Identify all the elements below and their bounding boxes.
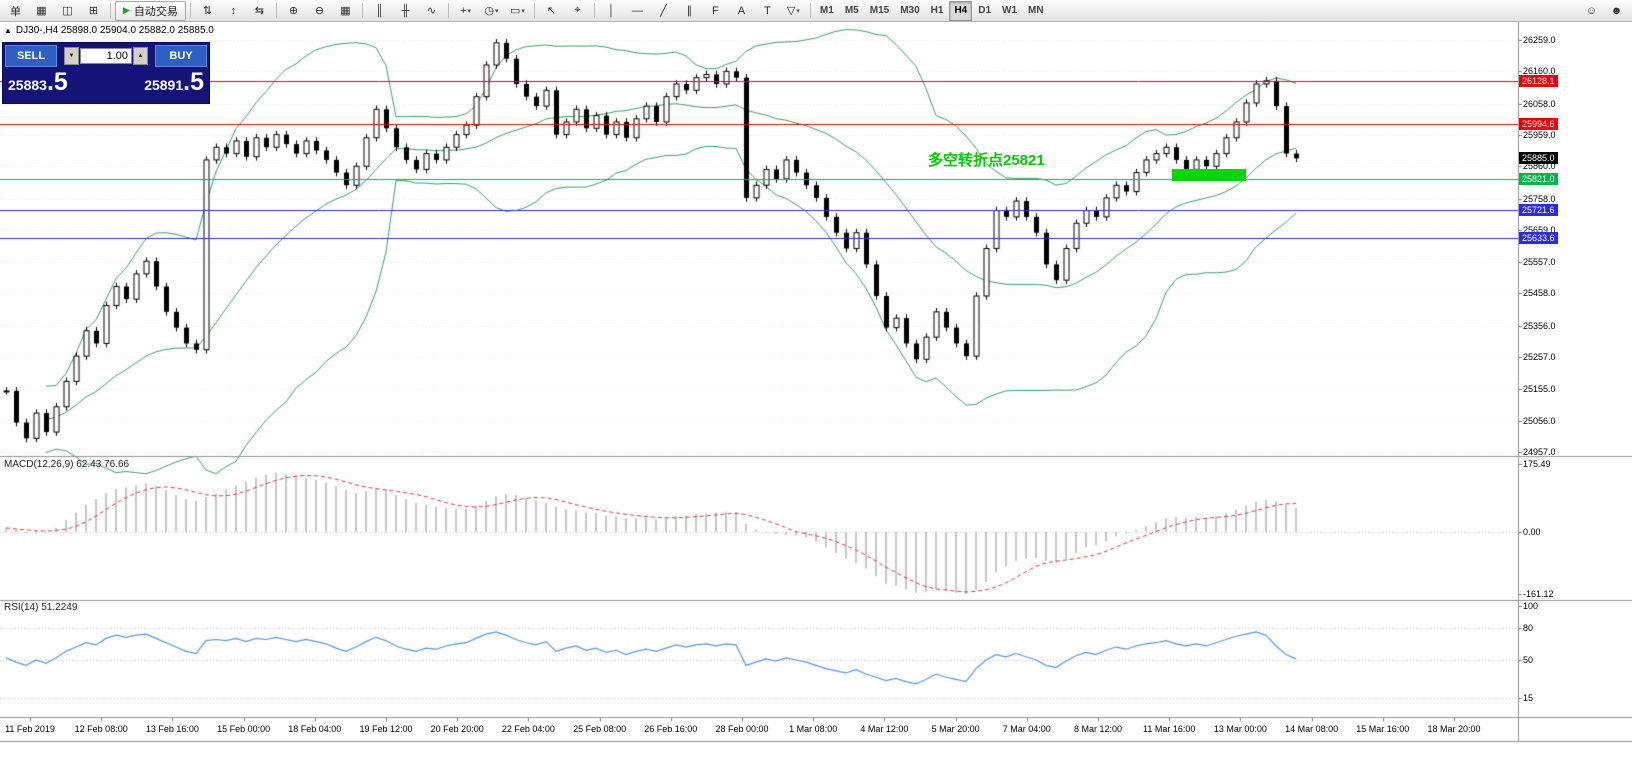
- timeframe-h4[interactable]: H4: [949, 0, 973, 21]
- volume-up-button[interactable]: ▲: [133, 47, 148, 65]
- timeframe-d1[interactable]: D1: [978, 5, 992, 16]
- timeframe-m1[interactable]: M1: [819, 5, 834, 16]
- dropdown-caret-icon: ▾: [796, 7, 800, 15]
- alerts-icon[interactable]: ☻: [1610, 4, 1623, 17]
- dropdown-caret-icon: ▾: [494, 7, 499, 15]
- toolbar: 单 ▦ ◫ ⊞ ▶ 自动交易 ⇅ ↕ ⇆ ⊕ ⊖ ▦ ║ ╫ ∿ + ▾ ◷ ▾ ▭ ▾ ↖ ⌖ │ — ╱ ∥ F A T ▽ ▾ M1 M5 M…: [0, 0, 1632, 22]
- cursor-icon[interactable]: ↖: [546, 5, 557, 17]
- toolbar-separator: [809, 3, 811, 18]
- buy-button[interactable]: BUY: [155, 45, 207, 67]
- tile-windows-icon[interactable]: ▦: [340, 5, 351, 17]
- timeframe-h1[interactable]: H1: [930, 5, 944, 16]
- fibonacci-icon[interactable]: F: [712, 4, 719, 17]
- sell-price[interactable]: 25883 .5: [8, 68, 68, 96]
- text-icon[interactable]: A: [737, 4, 746, 17]
- play-icon: ▶: [123, 5, 130, 15]
- volume-input[interactable]: [80, 48, 132, 64]
- timeframe-m15[interactable]: M15: [869, 5, 890, 16]
- trendline-icon[interactable]: ╱: [660, 5, 667, 17]
- toolbar-separator: [593, 3, 595, 18]
- new-order-icon[interactable]: 单: [10, 5, 21, 18]
- bar-chart-type-icon[interactable]: ║: [375, 4, 384, 17]
- timeframe-mn[interactable]: MN: [1028, 5, 1044, 16]
- auto-trading-button[interactable]: ▶ 自动交易: [115, 0, 186, 21]
- indicators-icon[interactable]: + ▾: [459, 4, 471, 17]
- templates-icon[interactable]: ▭ ▾: [509, 5, 525, 17]
- bars-scale-icon[interactable]: ↕: [230, 4, 237, 17]
- toolbar-separator: [189, 3, 191, 18]
- line-chart-type-icon[interactable]: ∿: [426, 5, 437, 17]
- toolbar-separator: [110, 3, 111, 18]
- horizontal-line-icon[interactable]: —: [631, 4, 643, 17]
- buy-price-main: 25891: [144, 77, 184, 93]
- arrows-icon[interactable]: ▽ ▾: [786, 5, 800, 17]
- community-icon[interactable]: ☺: [1585, 4, 1598, 17]
- vertical-line-icon[interactable]: │: [607, 4, 615, 17]
- zoom-in-icon[interactable]: ⊕: [288, 5, 299, 17]
- periods-icon[interactable]: ◷ ▾: [484, 5, 499, 17]
- timeframe-m30[interactable]: M30: [900, 5, 920, 16]
- one-click-trade-panel: SELL ▼ ▲ BUY 25883 .5 25891 .5: [2, 42, 210, 104]
- bars-shift-icon[interactable]: ⇅: [202, 5, 213, 17]
- toolbar-separator: [533, 3, 535, 18]
- candlestick-type-icon[interactable]: ╫: [401, 4, 410, 17]
- dropdown-caret-icon: ▾: [467, 7, 471, 15]
- text-label-icon[interactable]: T: [764, 4, 771, 17]
- buy-price[interactable]: 25891 .5: [144, 68, 204, 96]
- sell-price-main: 25883: [8, 77, 47, 93]
- profiles-icon[interactable]: ◫: [62, 5, 73, 17]
- toolbar-separator: [447, 3, 449, 18]
- toolbar-right-icons: ☺ ☻: [1579, 1, 1629, 21]
- dropdown-caret-icon: ▾: [521, 7, 525, 15]
- volume-down-button[interactable]: ▼: [64, 47, 79, 65]
- toolbar-separator: [361, 3, 363, 18]
- sell-price-frac: .5: [46, 68, 68, 96]
- zoom-out-icon[interactable]: ⊖: [314, 5, 325, 17]
- channel-icon[interactable]: ∥: [686, 5, 693, 17]
- toolbar-separator: [275, 3, 277, 18]
- terminal-window-icon[interactable]: ⊞: [88, 5, 99, 17]
- crosshair-icon[interactable]: ⌖: [574, 4, 581, 16]
- chart-window-icon[interactable]: ▦: [36, 5, 47, 17]
- timeframe-w1[interactable]: W1: [1002, 5, 1018, 16]
- buy-price-frac: .5: [183, 68, 204, 96]
- timeframe-m5[interactable]: M5: [844, 5, 859, 16]
- sell-button[interactable]: SELL: [5, 45, 57, 67]
- auto-scroll-icon[interactable]: ⇆: [254, 5, 265, 17]
- green-highlight-bar[interactable]: [1172, 169, 1246, 181]
